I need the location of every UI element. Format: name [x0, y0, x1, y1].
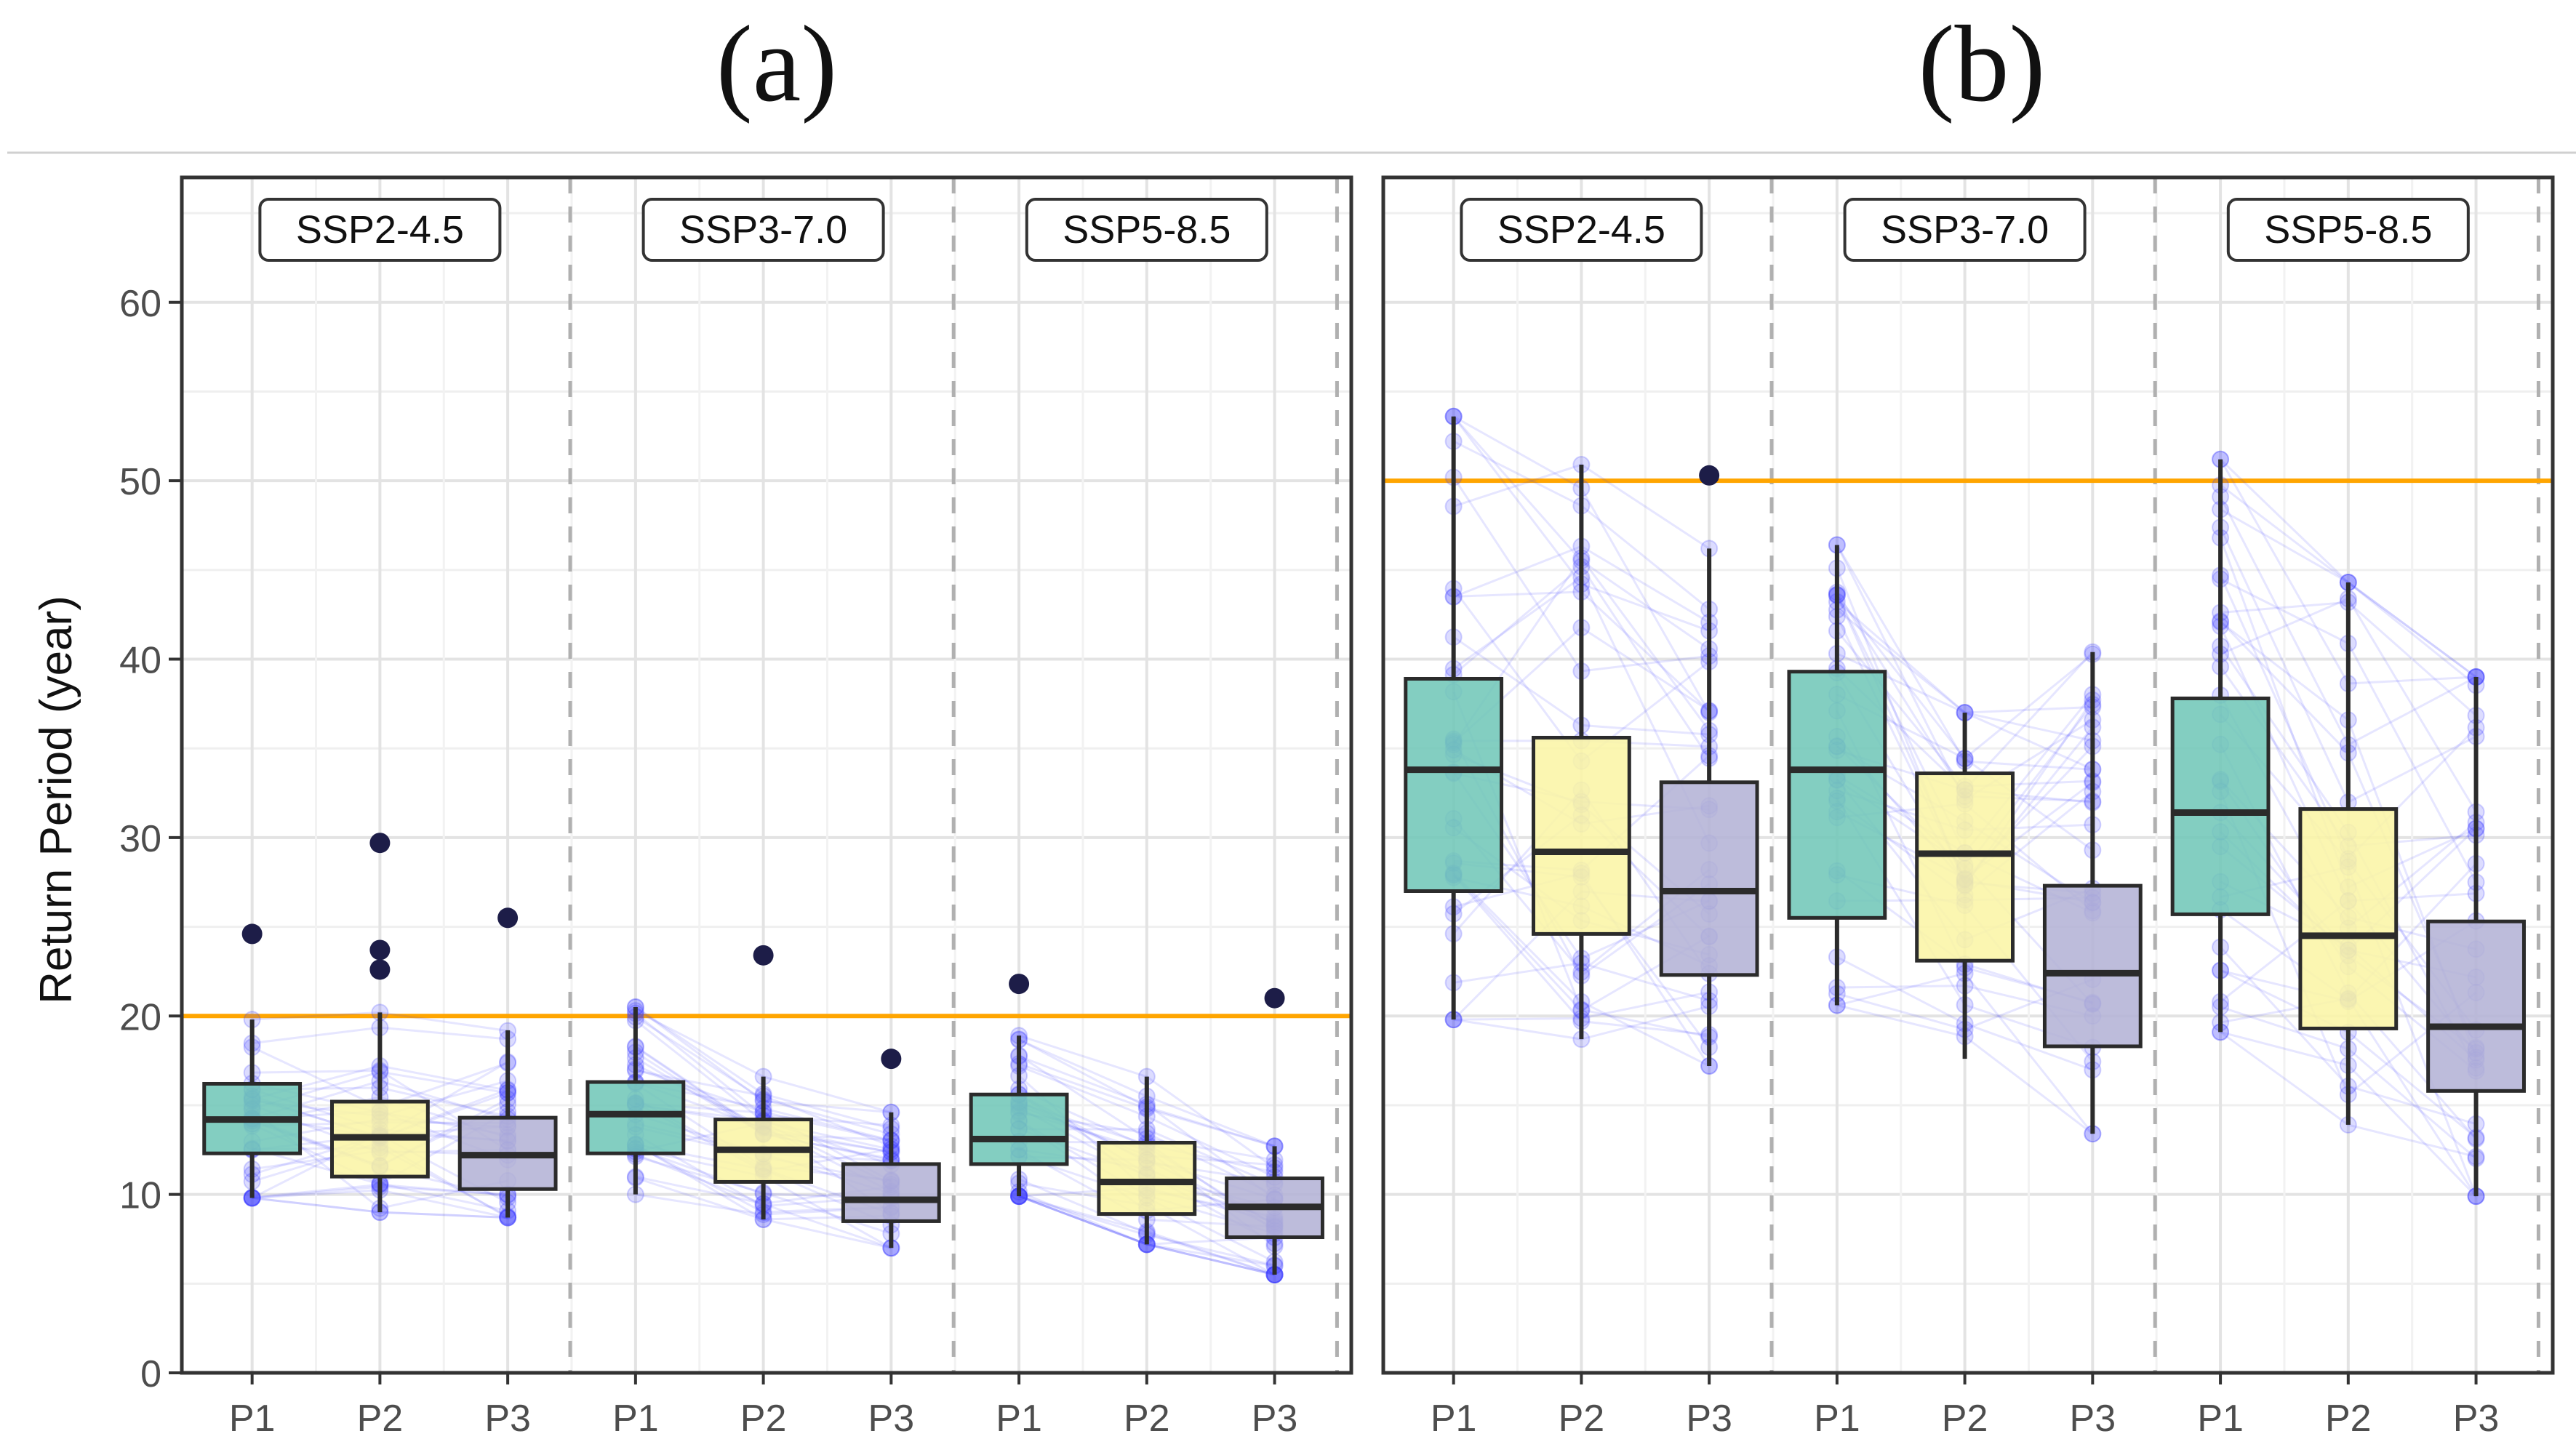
x-tick-label: P1: [1814, 1398, 1860, 1440]
outlier-point: [369, 959, 391, 980]
box-SSP3-7.0-P1: [1787, 545, 1887, 1006]
box-SSP2-4.5-P2: [329, 833, 430, 1213]
box-body: [1097, 1140, 1197, 1216]
outlier-point: [1009, 974, 1030, 995]
facet-label-box: [2226, 198, 2470, 262]
facet-label-box: [1460, 198, 1703, 262]
x-tick-label: P1: [996, 1398, 1042, 1440]
box-SSP2-4.5-P1: [1404, 416, 1504, 1020]
box-body: [841, 1162, 941, 1223]
box-body: [2170, 696, 2271, 916]
outlier-point: [497, 907, 519, 929]
box-body: [1659, 780, 1759, 977]
panel-border: [180, 175, 1353, 1375]
facet-label: SSP2-4.5: [296, 208, 464, 252]
x-tick-label: P2: [357, 1398, 404, 1440]
box-SSP5-8.5-P1: [969, 974, 1069, 1197]
facet-label-box: [258, 198, 502, 262]
panel-a: SSP2-4.5 P1 P2 P3 SSP3-7.0 P1 P2 P3 SSP5-8.5 P1 P2…: [180, 175, 1353, 1440]
facet-label-box: [1025, 198, 1268, 262]
box-body: [1787, 670, 1887, 920]
outlier-point: [1264, 987, 1285, 1009]
facet-label-box: [641, 198, 885, 262]
box-SSP2-4.5-P3: [1659, 465, 1759, 1066]
facet-label: SSP5-8.5: [2264, 208, 2432, 252]
box-SSP5-8.5-P1: [2170, 459, 2271, 1033]
y-axis-label: Return Period (year): [31, 596, 81, 1004]
x-tick-label: P2: [2325, 1398, 2372, 1440]
box-SSP2-4.5-P1: [202, 923, 303, 1198]
facet-label: SSP2-4.5: [1497, 208, 1665, 252]
box-SSP3-7.0-P2: [1915, 713, 2015, 1059]
y-tick-label: 60: [119, 283, 161, 325]
box-body: [1531, 735, 1631, 936]
y-axis-ticks: 0 10 20 30 40 50 60: [119, 283, 182, 1395]
x-tick-label: P3: [2070, 1398, 2116, 1440]
y-tick-label: 20: [119, 996, 161, 1038]
box-SSP2-4.5-P3: [457, 907, 558, 1218]
facet-label-box: [1843, 198, 2087, 262]
outlier-point: [753, 945, 774, 966]
box-SSP2-4.5-P2: [1531, 465, 1631, 1040]
box-SSP5-8.5-P3: [1225, 987, 1324, 1275]
facet-label: SSP3-7.0: [679, 208, 847, 252]
x-tick-label: P2: [1559, 1398, 1605, 1440]
box-SSP5-8.5-P2: [1097, 1076, 1197, 1245]
outlier-point: [881, 1049, 902, 1070]
y-tick-label: 0: [140, 1353, 161, 1395]
box-SSP3-7.0-P2: [713, 945, 814, 1219]
x-tick-label: P3: [2453, 1398, 2500, 1440]
panel-b-title: (b): [1919, 4, 2046, 124]
x-tick-label: P1: [1431, 1398, 1477, 1440]
outlier-point: [1699, 465, 1720, 486]
x-tick-label: P3: [868, 1398, 915, 1440]
panel-b: SSP2-4.5 P1 P2 P3 SSP3-7.0 P1 P2 P3 SSP5-8.5 P1 P2…: [1381, 175, 2555, 1440]
box-body: [2426, 919, 2526, 1093]
outlier-point: [369, 939, 391, 961]
x-tick-label: P1: [2197, 1398, 2244, 1440]
box-body: [2042, 883, 2143, 1049]
facet-label: SSP5-8.5: [1063, 208, 1231, 252]
x-tick-label: P1: [229, 1398, 276, 1440]
box-SSP3-7.0-P3: [841, 1049, 941, 1248]
outlier-point: [369, 833, 391, 854]
x-tick-label: P3: [484, 1398, 531, 1440]
box-body: [585, 1080, 686, 1155]
outlier-point: [241, 923, 263, 945]
panel-a-title: (a): [716, 4, 837, 124]
y-tick-label: 50: [119, 461, 161, 503]
box-body: [969, 1092, 1069, 1166]
panel-border: [1381, 175, 2555, 1375]
box-SSP3-7.0-P3: [2042, 652, 2143, 1134]
x-tick-label: P2: [1124, 1398, 1170, 1440]
box-SSP5-8.5-P2: [2298, 582, 2399, 1125]
box-SSP5-8.5-P3: [2426, 677, 2526, 1197]
y-tick-label: 30: [119, 818, 161, 860]
x-tick-label: P3: [1686, 1398, 1732, 1440]
x-tick-label: P2: [740, 1398, 787, 1440]
y-tick-label: 10: [119, 1175, 161, 1217]
x-tick-label: P3: [1252, 1398, 1298, 1440]
x-tick-label: P1: [612, 1398, 659, 1440]
box-body: [2298, 807, 2399, 1030]
facet-label: SSP3-7.0: [1881, 208, 2049, 252]
box-body: [1404, 676, 1504, 893]
x-tick-label: P2: [1942, 1398, 1988, 1440]
box-SSP3-7.0-P1: [585, 1006, 686, 1195]
y-tick-label: 40: [119, 640, 161, 682]
box-body: [1915, 771, 2015, 963]
